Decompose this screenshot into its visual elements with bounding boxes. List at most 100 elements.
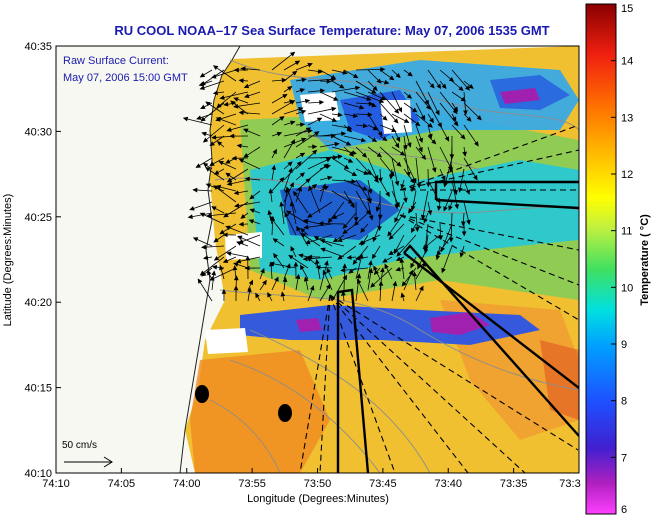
- current-vector-head: [268, 261, 274, 267]
- sst-magenta-north: [500, 88, 540, 104]
- current-vector-head: [436, 205, 442, 211]
- colorbar-tick-label: 11: [621, 226, 632, 238]
- current-vector-head: [419, 285, 424, 292]
- current-vector-head: [341, 131, 347, 137]
- current-vector: [355, 179, 371, 203]
- current-vector-head: [395, 256, 402, 261]
- current-vector-head: [429, 117, 434, 124]
- current-vector-head: [392, 280, 398, 287]
- current-vector-head: [337, 154, 343, 160]
- current-vector-head: [441, 175, 446, 181]
- current-vector-head: [409, 178, 415, 184]
- current-vector-head: [233, 190, 239, 196]
- current-vector-head: [284, 211, 289, 218]
- current-vector-head: [320, 88, 326, 94]
- boundary-lines: [336, 180, 579, 473]
- current-vector-head: [211, 135, 217, 140]
- colorbar-label: Temperature ( °C): [639, 214, 651, 306]
- current-vector-head: [240, 213, 246, 219]
- current-vector-head: [211, 264, 218, 270]
- current-vector-head: [293, 261, 299, 267]
- current-vector-head: [342, 274, 348, 281]
- current-vector: [450, 212, 453, 242]
- current-vector: [295, 131, 320, 148]
- current-vector-head: [316, 117, 323, 123]
- current-vector-head: [326, 78, 332, 84]
- current-vector-head: [403, 118, 410, 123]
- current-vector-head: [465, 189, 471, 195]
- x-tick-label: 73:3: [559, 478, 580, 490]
- x-tick-label: 74:10: [42, 478, 70, 490]
- current-vector-head: [232, 265, 238, 271]
- current-time-label: May 07, 2006 15:00 GMT: [63, 72, 188, 84]
- current-vector-head: [363, 170, 369, 175]
- current-vector: [319, 133, 346, 137]
- current-vector-head: [402, 197, 408, 203]
- current-vector-head: [229, 133, 235, 139]
- current-vector-head: [342, 70, 348, 75]
- current-vector-head: [421, 154, 427, 161]
- current-vector-head: [418, 146, 423, 153]
- current-vector-head: [337, 254, 343, 260]
- current-vector-head: [366, 96, 372, 101]
- missing-data-patch: [205, 328, 248, 354]
- current-vector-head: [195, 163, 201, 168]
- current-vector-head: [209, 161, 215, 166]
- current-vector-head: [319, 99, 325, 105]
- current-vector-head: [308, 185, 313, 191]
- current-vector-head: [200, 104, 206, 110]
- current-vector: [207, 212, 237, 217]
- current-vector-head: [368, 215, 374, 221]
- current-vector-head: [378, 177, 383, 183]
- current-vector-head: [357, 278, 362, 285]
- current-vector-head: [226, 181, 233, 186]
- current-vector-head: [362, 123, 369, 129]
- current-vector-head: [350, 202, 355, 209]
- current-vector-head: [288, 167, 293, 173]
- current-vector-head: [222, 232, 228, 238]
- x-tick-label: 73:40: [434, 478, 462, 490]
- current-vector-head: [378, 280, 384, 286]
- current-vector: [307, 78, 336, 82]
- current-vector-head: [212, 90, 218, 96]
- current-vector-head: [243, 128, 249, 133]
- current-vector-head: [295, 273, 301, 280]
- current-vector-head: [448, 237, 454, 243]
- current-vector-head: [372, 236, 377, 243]
- current-vector: [283, 161, 302, 181]
- current-vector: [307, 201, 333, 218]
- current-vector-head: [372, 125, 379, 131]
- current-vector-head: [296, 161, 302, 167]
- current-vector-head: [384, 263, 389, 269]
- current-vector-head: [307, 62, 313, 68]
- current-vector-head: [352, 259, 358, 265]
- x-tick-label: 74:05: [108, 478, 136, 490]
- current-vector-head: [225, 159, 231, 164]
- buoy-marker: [195, 385, 209, 403]
- x-tick-label: 73:45: [369, 478, 397, 490]
- current-vector: [216, 91, 237, 108]
- current-vector-head: [341, 290, 346, 296]
- current-vector-head: [299, 88, 306, 93]
- current-vector: [451, 179, 458, 209]
- current-vector-head: [380, 67, 386, 72]
- current-vector-head: [317, 69, 323, 74]
- current-vector-head: [271, 164, 277, 171]
- current-vector-head: [476, 115, 482, 121]
- current-vector: [415, 157, 420, 188]
- current-vector-head: [226, 127, 232, 132]
- current-vector-head: [327, 217, 333, 224]
- current-vector-head: [361, 152, 368, 158]
- colorbar-tick-label: 6: [621, 504, 627, 516]
- current-vector-head: [407, 71, 413, 77]
- current-vector-head: [414, 121, 421, 127]
- current-vector-head: [358, 253, 364, 259]
- current-vector-head: [233, 262, 239, 267]
- current-vector-head: [313, 236, 320, 241]
- current-vector-head: [388, 250, 394, 256]
- current-vector-head: [331, 117, 338, 122]
- current-vector-head: [305, 239, 311, 245]
- scale-label: 50 cm/s: [62, 440, 97, 451]
- current-vector-head: [367, 198, 373, 204]
- current-vector-head: [311, 184, 318, 189]
